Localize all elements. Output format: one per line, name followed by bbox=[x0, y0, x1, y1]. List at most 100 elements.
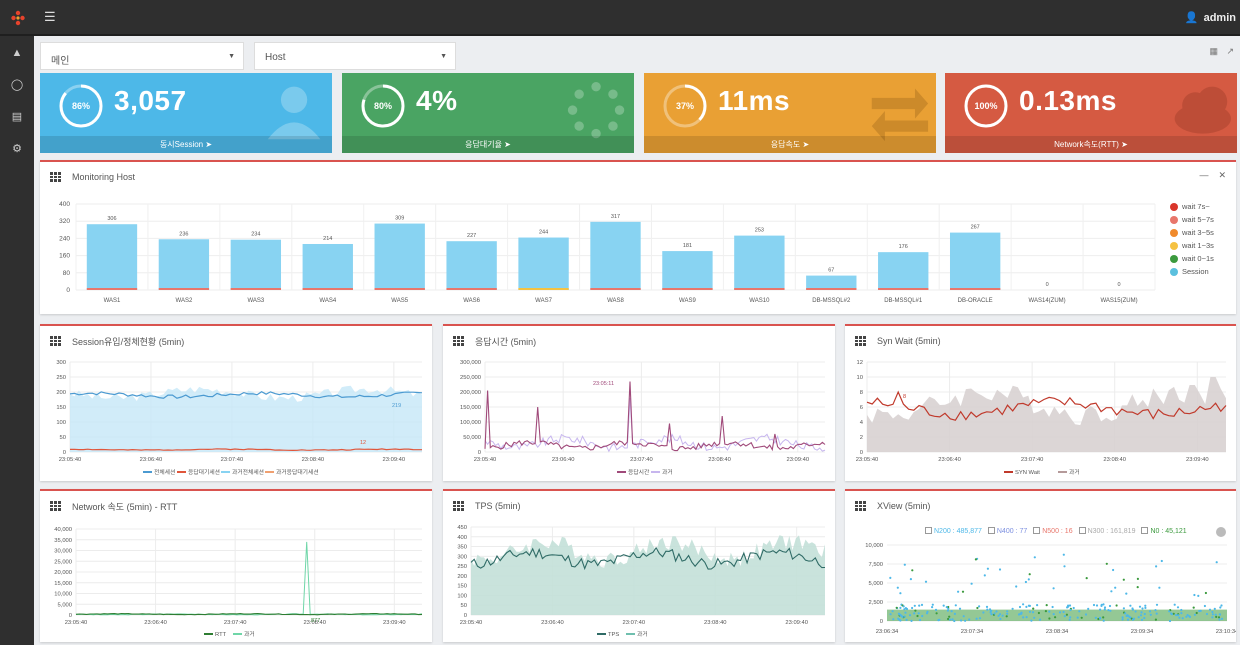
scatter-point bbox=[983, 574, 986, 577]
kpi-percent: 86% bbox=[71, 101, 90, 111]
user-menu[interactable]: 👤 admin bbox=[1184, 11, 1236, 25]
scatter-point bbox=[1109, 609, 1112, 612]
monitoring-legend: wait 7s~ wait 5~7s wait 3~5s wait 1~3s wait … bbox=[1170, 202, 1214, 280]
scatter-point bbox=[1122, 607, 1125, 610]
minimize-icon[interactable]: — bbox=[1199, 170, 1209, 180]
grid-icon bbox=[50, 336, 62, 346]
legend-label: wait 1~3s bbox=[1182, 241, 1214, 250]
scatter-point bbox=[1131, 607, 1134, 610]
y-tick-label: 2,500 bbox=[868, 600, 883, 606]
gear-icon[interactable]: ⚙ bbox=[12, 143, 22, 155]
legend-label: RTT bbox=[215, 632, 227, 638]
xview-chart: 0 2,500 5,000 7,500 10,000 23:06:34 23:07:34 23… bbox=[865, 543, 1236, 635]
user-icon: 👤 bbox=[1184, 12, 1199, 24]
x-tick-label: 23:06:40 bbox=[140, 457, 163, 463]
close-icon[interactable]: ✕ bbox=[1218, 170, 1226, 180]
legend-item[interactable]: wait 1~3s bbox=[1170, 241, 1214, 250]
legend-item[interactable]: Session bbox=[1170, 267, 1214, 276]
scatter-point bbox=[964, 619, 967, 622]
scatter-point bbox=[998, 568, 1002, 571]
x-tick-label: 23:06:40 bbox=[552, 457, 575, 463]
scatter-point bbox=[1114, 586, 1117, 589]
xview-filter-checkbox[interactable]: N0 : 45,121 bbox=[1141, 527, 1187, 535]
synwait-chart: 0 2 4 6 8 10 12 23:05:40 23:06:40 23:07:40 23:08:4… bbox=[856, 360, 1227, 476]
filter-label: N0 : 45,121 bbox=[1150, 528, 1187, 535]
kpi-label-bar[interactable]: 응답대기율 ➤ bbox=[342, 136, 634, 153]
kpi-label-bar[interactable]: Network속도(RTT) ➤ bbox=[945, 136, 1237, 153]
scatter-point bbox=[1030, 619, 1033, 622]
kpi-session[interactable]: 86% 3,057 동시Session ➤ bbox=[40, 73, 332, 153]
scatter-point bbox=[924, 580, 928, 583]
past-area bbox=[70, 385, 422, 452]
scatter-point bbox=[1136, 577, 1139, 580]
scatter-point bbox=[910, 619, 913, 622]
page-select[interactable]: 메인 ▼ bbox=[40, 42, 244, 70]
x-tick-label: 23:08:40 bbox=[303, 620, 326, 626]
scatter-point bbox=[1108, 604, 1112, 608]
y-tick-label: 0 bbox=[478, 450, 481, 456]
panel-title: TPS (5min) bbox=[475, 501, 521, 511]
scatter-point bbox=[946, 609, 949, 612]
y-tick-label: 350 bbox=[457, 545, 467, 551]
scatter-point bbox=[1022, 616, 1025, 619]
kpi-response-speed[interactable]: 37% 11ms 응답속도 ➤ bbox=[644, 73, 936, 153]
y-tick-label: 160 bbox=[59, 253, 70, 260]
scatter-point bbox=[1105, 562, 1108, 565]
y-tick-label: 5,000 bbox=[868, 581, 883, 587]
data-label: 181 bbox=[683, 243, 692, 249]
data-label: 236 bbox=[179, 231, 188, 237]
logo-icon[interactable] bbox=[6, 6, 30, 30]
x-tick-label: 23:05:40 bbox=[460, 620, 483, 626]
kpi-label-bar[interactable]: 동시Session ➤ bbox=[40, 136, 332, 153]
bar-wait-segment bbox=[878, 288, 929, 290]
host-select[interactable]: Host ▼ bbox=[254, 42, 456, 70]
scatter-point bbox=[917, 612, 920, 615]
dashboard-icon[interactable]: ▲ bbox=[11, 47, 23, 59]
x-tick-label: WAS7 bbox=[535, 298, 552, 304]
x-tick-label: 23:09:40 bbox=[383, 620, 406, 626]
legend-item[interactable]: wait 7s~ bbox=[1170, 202, 1214, 211]
kpi-label-bar[interactable]: 응답속도 ➤ bbox=[644, 136, 936, 153]
scatter-point bbox=[931, 606, 934, 609]
data-label: 317 bbox=[611, 214, 620, 220]
clock-icon[interactable]: ◯ bbox=[10, 79, 24, 91]
scatter-point bbox=[961, 590, 965, 593]
settings-icon[interactable] bbox=[1216, 527, 1226, 537]
main-content: 메인 ▼ Host ▼ ▦ ↗ 86% 3,057 동시Session ➤ 80% 4… bbox=[34, 36, 1240, 645]
grid-icon bbox=[50, 172, 62, 182]
legend-item[interactable]: wait 0~1s bbox=[1170, 254, 1214, 263]
xview-filter-checkbox[interactable]: N300 : 161,819 bbox=[1078, 527, 1135, 535]
scatter-point bbox=[1028, 573, 1031, 576]
legend-item[interactable]: wait 5~7s bbox=[1170, 215, 1214, 224]
y-tick-label: 8 bbox=[860, 390, 863, 396]
y-tick-label: 7,500 bbox=[868, 562, 883, 568]
data-label: 267 bbox=[971, 225, 980, 231]
scatter-point bbox=[1076, 616, 1079, 619]
scatter-point bbox=[1158, 586, 1161, 589]
y-tick-label: 200 bbox=[457, 574, 467, 580]
y-tick-label: 50 bbox=[461, 603, 467, 609]
grid-icon bbox=[453, 336, 465, 346]
filter-label: N500 : 16 bbox=[1042, 528, 1073, 535]
scatter-point bbox=[931, 603, 934, 606]
chart-icon[interactable]: ▤ bbox=[11, 111, 23, 123]
y-tick-label: 0 bbox=[860, 450, 863, 456]
scatter-point bbox=[999, 617, 1002, 621]
kpi-network-rtt[interactable]: 100% 0.13ms Network속도(RTT) ➤ bbox=[945, 73, 1237, 153]
scatter-point bbox=[918, 604, 921, 607]
kpi-wait-rate[interactable]: 80% 4% 응답대기율 ➤ bbox=[342, 73, 634, 153]
external-link-icon[interactable]: ↗ bbox=[1226, 46, 1234, 56]
y-tick-label: 150 bbox=[457, 584, 467, 590]
hamburger-menu-icon[interactable]: ☰ bbox=[44, 9, 56, 24]
xview-filter-checkbox[interactable]: N500 : 16 bbox=[1033, 527, 1073, 535]
y-tick-label: 200 bbox=[56, 390, 66, 396]
x-tick-label: WAS9 bbox=[679, 298, 696, 304]
xview-filter-checkbox[interactable]: N200 : 485,877 bbox=[925, 527, 982, 535]
scatter-point bbox=[974, 558, 977, 561]
legend-item[interactable]: wait 3~5s bbox=[1170, 228, 1214, 237]
scatter-point bbox=[889, 613, 892, 616]
xview-filter-checkbox[interactable]: N400 : 77 bbox=[987, 527, 1027, 535]
scatter-point bbox=[1107, 609, 1110, 612]
scatter-point bbox=[1168, 619, 1172, 623]
grid-view-icon[interactable]: ▦ bbox=[1209, 46, 1218, 56]
